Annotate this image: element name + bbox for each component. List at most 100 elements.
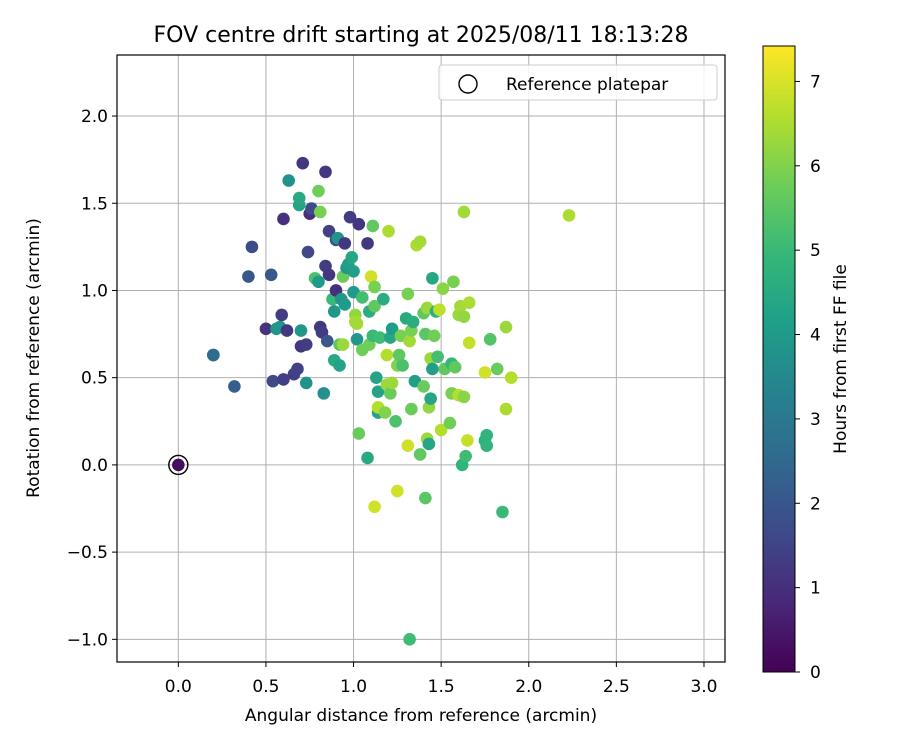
chart-title: FOV centre drift starting at 2025/08/11 … (154, 23, 689, 48)
y-tick-label: 1.5 (81, 194, 108, 214)
plot-frame (116, 54, 726, 663)
colorbar-tick-label: 2 (810, 494, 821, 514)
colorbar-tick-label: 6 (810, 157, 821, 177)
data-point (403, 334, 416, 348)
colorbar-tick-label: 4 (810, 326, 821, 346)
data-point (207, 348, 220, 362)
reference-platepar-marker (168, 454, 189, 476)
data-point (320, 334, 334, 348)
data-point (327, 305, 341, 318)
data-point (291, 362, 304, 376)
colorbar-tick-label: 7 (810, 72, 821, 92)
data-point (499, 320, 513, 334)
x-tick-label: 0.5 (252, 677, 279, 697)
data-point (389, 414, 402, 428)
data-point (350, 333, 364, 346)
data-point (401, 287, 415, 301)
data-point (413, 448, 427, 461)
data-point (406, 315, 420, 329)
data-point (338, 237, 352, 250)
colorbar-tick-label: 0 (810, 663, 821, 683)
data-point (403, 633, 416, 646)
data-point (483, 333, 497, 346)
data-point (480, 439, 494, 453)
y-tick-label: 0.5 (81, 369, 108, 389)
y-tick-label: −0.5 (67, 543, 108, 563)
data-point (282, 174, 296, 187)
colorbar: 0 1 2 3 4 5 6 7 Hours from first FF file (762, 45, 851, 683)
data-point (343, 210, 357, 224)
data-point (242, 270, 255, 283)
data-point (426, 362, 439, 376)
data-point (361, 451, 374, 465)
data-point (426, 271, 439, 285)
data-point (333, 359, 346, 372)
legend: Reference platepar (438, 64, 718, 101)
data-point (364, 270, 378, 283)
data-point (433, 303, 446, 316)
scatter-points (172, 156, 576, 646)
data-point (338, 298, 352, 311)
data-point (378, 406, 392, 419)
data-point (382, 224, 395, 238)
data-point (562, 209, 576, 222)
data-point (356, 291, 369, 304)
data-point (401, 439, 415, 453)
data-point (490, 362, 504, 376)
data-point (422, 437, 436, 451)
colorbar-tick-label: 1 (810, 579, 821, 599)
y-tick-label: 1.0 (81, 281, 108, 301)
data-point (385, 322, 399, 336)
data-point (350, 317, 364, 330)
data-point (461, 434, 474, 447)
data-point (499, 402, 513, 416)
data-point (457, 390, 471, 404)
data-point (319, 165, 332, 179)
data-point (478, 366, 492, 379)
data-point (322, 268, 336, 282)
colorbar-tick-label: 3 (810, 410, 821, 430)
data-point (457, 205, 471, 219)
x-tick-label: 1.0 (340, 677, 367, 697)
x-tick-label: 0.0 (165, 677, 192, 697)
data-point (427, 329, 441, 343)
y-axis-ticks: −1.0 −0.5 0.0 0.5 1.0 1.5 2.0 (67, 107, 117, 650)
legend-entry-label: Reference platepar (506, 75, 668, 95)
x-axis-label: Angular distance from reference (arcmin) (245, 706, 597, 726)
data-point (431, 350, 444, 364)
data-point (462, 296, 476, 309)
data-point (266, 374, 280, 388)
colorbar-gradient-bar (762, 45, 796, 673)
data-point (447, 275, 460, 289)
data-point (504, 371, 518, 384)
data-point (228, 380, 241, 393)
data-point (434, 423, 448, 437)
data-point (413, 235, 427, 248)
legend-marker-open-circle (458, 74, 478, 94)
data-point (366, 219, 380, 233)
data-point (417, 380, 430, 393)
data-point (317, 387, 331, 400)
legend-box (438, 64, 718, 101)
data-point (312, 275, 325, 289)
colorbar-tick-label: 5 (810, 241, 821, 261)
data-point (496, 505, 509, 519)
data-point (436, 282, 450, 296)
data-point (347, 264, 360, 278)
data-point (264, 268, 278, 282)
x-tick-label: 3.0 (690, 677, 717, 697)
data-point (280, 324, 294, 337)
data-point (370, 371, 383, 384)
data-point (172, 458, 185, 472)
reference-marker (168, 454, 189, 476)
grid-lines (117, 55, 725, 662)
data-point (396, 359, 409, 372)
data-point (352, 217, 366, 231)
data-point (385, 376, 399, 390)
data-point (368, 500, 381, 514)
data-point (384, 387, 397, 400)
data-point (292, 191, 306, 205)
data-point (391, 484, 404, 498)
data-point (373, 331, 387, 344)
data-point (245, 240, 259, 254)
